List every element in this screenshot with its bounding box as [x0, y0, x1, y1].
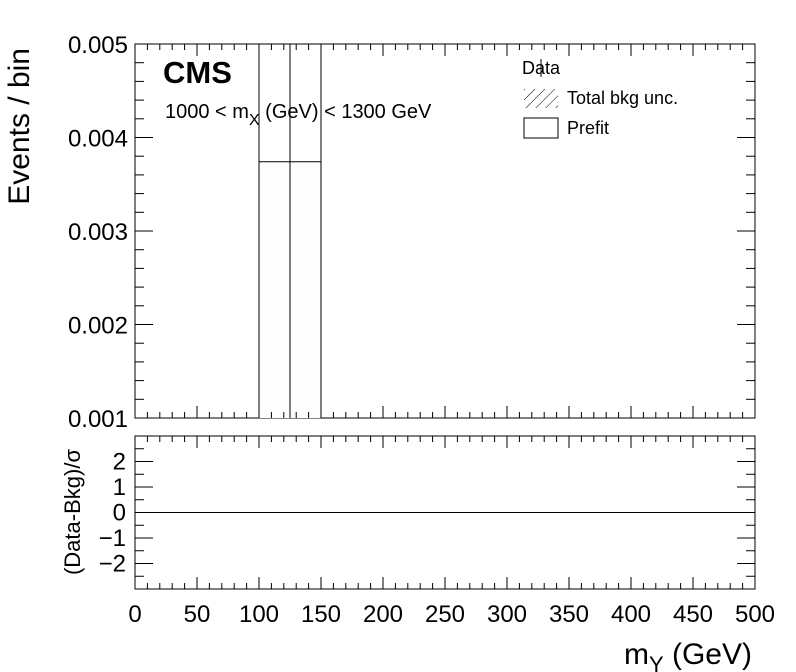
legend-entry-data: Data: [522, 58, 561, 78]
mass-window-label: 1000 < mX (GeV) < 1300 GeV: [165, 101, 432, 129]
x-axis-title-pre: m: [624, 638, 649, 671]
x-tick-labels: 0 50 100 150 200 250 300 350 400 450 500: [128, 601, 775, 628]
x-tick-label: 100: [239, 601, 279, 628]
mass-window-label-post: (GeV) < 1300 GeV: [260, 101, 432, 123]
x-tick-label: 500: [735, 601, 775, 628]
cms-label: CMS: [163, 55, 232, 90]
legend-data-label: Data: [522, 58, 561, 78]
ratio-y-tick-label: 1: [113, 474, 126, 501]
ratio-y-axis-title: (Data-Bkg)/σ: [60, 449, 85, 575]
x-tick-label: 300: [487, 601, 527, 628]
legend-prefit-label: Prefit: [567, 118, 609, 138]
x-tick-label: 350: [549, 601, 589, 628]
main-histogram-bins: [258, 44, 322, 418]
x-tick-label: 50: [184, 601, 211, 628]
legend-entry-bkg-unc: Total bkg unc.: [524, 88, 678, 108]
main-y-tick-label: 0.001: [68, 406, 128, 433]
mass-window-label-sub: X: [249, 112, 260, 129]
legend-prefit-swatch: [523, 117, 559, 139]
x-tick-label: 150: [301, 601, 341, 628]
mass-window-label-pre: 1000 < m: [165, 101, 249, 123]
x-tick-label: 0: [128, 601, 141, 628]
main-y-tick-labels: 0.001 0.002 0.003 0.004 0.005: [68, 32, 128, 433]
x-axis-title-sub: Y: [649, 652, 664, 672]
ratio-axis-ticks: [134, 436, 756, 589]
x-axis-title: mY (GeV): [624, 638, 752, 672]
x-tick-label: 400: [611, 601, 651, 628]
x-axis-title-post: (GeV): [664, 638, 752, 671]
legend-entry-prefit: Prefit: [523, 117, 609, 139]
main-y-tick-label: 0.005: [68, 32, 128, 59]
ratio-y-tick-label: −1: [99, 525, 126, 552]
main-y-tick-label: 0.002: [68, 313, 128, 340]
x-tick-label: 450: [673, 601, 713, 628]
ratio-y-tick-label: 0: [113, 500, 126, 527]
histogram-bin-1: [290, 161, 321, 418]
histogram-bin-0: [259, 161, 290, 418]
ratio-y-tick-label: −2: [99, 551, 126, 578]
x-tick-label: 250: [425, 601, 465, 628]
main-y-tick-label: 0.003: [68, 219, 128, 246]
ratio-y-tick-label: 2: [113, 449, 126, 476]
main-y-tick-label: 0.004: [68, 126, 128, 153]
legend-bkg-unc-label: Total bkg unc.: [567, 88, 678, 108]
legend-hatch-swatch: [524, 89, 558, 108]
legend: Data Total bkg unc. Prefit: [522, 58, 678, 139]
main-y-axis-title: Events / bin: [3, 48, 36, 205]
main-axis-ticks: [134, 43, 756, 419]
x-tick-label: 200: [363, 601, 403, 628]
